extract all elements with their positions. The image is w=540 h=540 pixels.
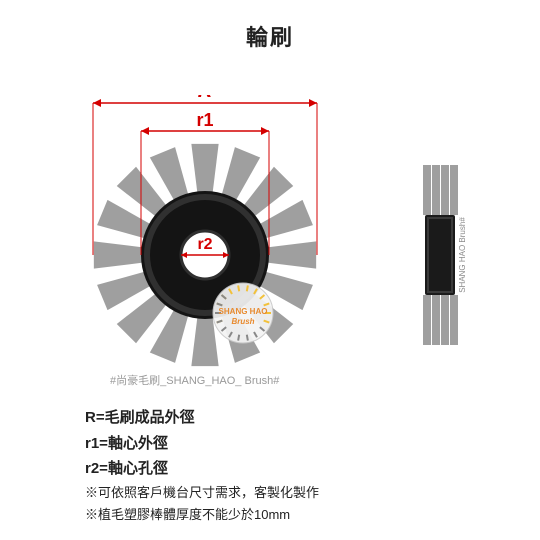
svg-text:SHANG HAO: SHANG HAO — [219, 307, 268, 316]
legend-note-2: ※植毛塑膠棒體厚度不能少於10mm — [85, 504, 319, 526]
legend-R: R=毛刷成品外徑 — [85, 405, 319, 431]
svg-text:r2: r2 — [197, 236, 212, 253]
svg-text:R: R — [198, 95, 213, 102]
legend-r2: r2=軸心孔徑 — [85, 456, 319, 482]
watermark-footer: #尚豪毛刷_SHANG_HAO_ Brush# — [110, 372, 279, 388]
wheel-brush-side-view: SHANG HAO Brush# — [405, 95, 475, 365]
svg-text:Brush: Brush — [231, 317, 254, 326]
wheel-brush-front-view: Rr1 r2 SHANG HAOBrush — [55, 95, 355, 365]
legend-note-1: ※可依照客戶機台尺寸需求，客製化製作 — [85, 482, 319, 504]
legend-r1: r1=軸心外徑 — [85, 431, 319, 457]
legend-block: R=毛刷成品外徑 r1=軸心外徑 r2=軸心孔徑 ※可依照客戶機台尺寸需求，客製… — [85, 405, 319, 526]
svg-text:r1: r1 — [196, 110, 213, 130]
svg-text:SHANG HAO Brush#: SHANG HAO Brush# — [458, 217, 467, 293]
page-title: 輪刷 — [0, 20, 540, 52]
